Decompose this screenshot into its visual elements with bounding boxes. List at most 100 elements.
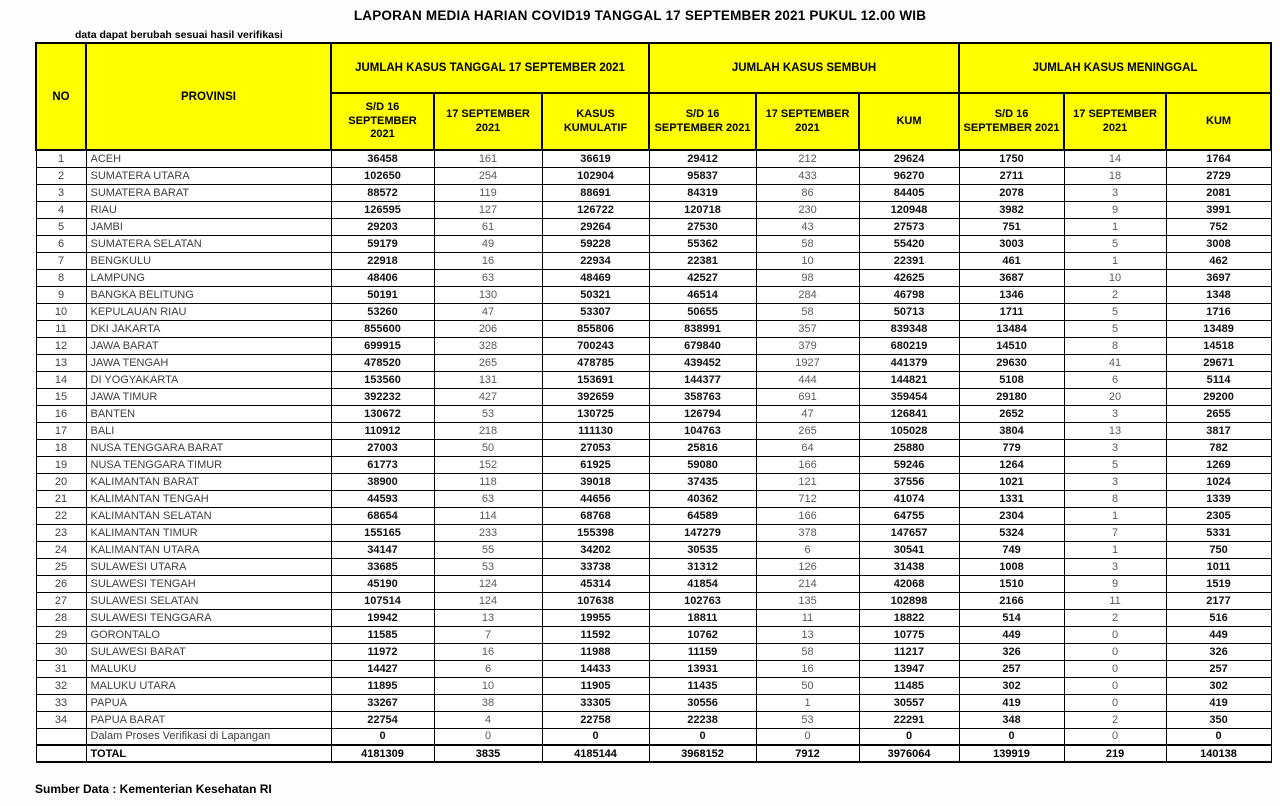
table-row: 14 DI YOGYAKARTA 153560 131 153691 144377 444 1…	[35, 370, 1272, 389]
cell-no: 19	[35, 455, 87, 474]
cell-meninggal-kum: 5114	[1165, 370, 1272, 389]
cell-kasus-sd16: 392232	[330, 387, 435, 406]
subheader-meninggal-sd16: S/D 16 SEPTEMBER 2021	[958, 92, 1066, 151]
cell-sembuh-17sep: 1927	[755, 353, 860, 372]
cell-kasus-17sep: 61	[433, 217, 543, 236]
cell-meninggal-17sep: 14	[1063, 149, 1167, 168]
cell-sembuh-sd16: 30556	[648, 693, 757, 712]
cell-sembuh-17sep: 47	[755, 404, 860, 423]
cell-kasus-sd16: 855600	[330, 319, 435, 338]
cell-kasus-kum: 855806	[541, 319, 650, 338]
cell-meninggal-17sep: 3	[1063, 404, 1167, 423]
cell-sembuh-17sep: 6	[755, 540, 860, 559]
cell-sembuh-17sep: 379	[755, 336, 860, 355]
covid-report-table: NO PROVINSI JUMLAH KASUS TANGGAL 17 SEPT…	[35, 42, 1273, 763]
table-row: 13 JAWA TENGAH 478520 265 478785 439452 1927 44…	[35, 353, 1272, 372]
cell-meninggal-17sep: 10	[1063, 268, 1167, 287]
header-group-meninggal: JUMLAH KASUS MENINGGAL	[958, 42, 1273, 94]
cell-meninggal-17sep: 8	[1063, 336, 1167, 355]
cell-provinsi: JAWA TENGAH	[85, 353, 332, 372]
cell-no: 3	[35, 183, 87, 202]
cell-kasus-17sep: 63	[433, 268, 543, 287]
cell-sembuh-sd16: 102763	[648, 591, 757, 610]
subheader-meninggal-kum: KUM	[1165, 92, 1273, 151]
cell-meninggal-17sep: 0	[1063, 676, 1167, 695]
cell-sembuh-17sep: 58	[755, 642, 860, 661]
cell-meninggal-17sep: 2	[1063, 608, 1167, 627]
cell-meninggal-sd16: 1021	[958, 472, 1065, 491]
subheader-sembuh-kum: KUM	[858, 92, 961, 151]
cell-sembuh-17sep: 86	[755, 183, 860, 202]
cell-meninggal-sd16: 348	[958, 710, 1065, 729]
cell-sembuh-sd16: 22381	[648, 251, 757, 270]
cell-provinsi: BALI	[85, 421, 332, 440]
cell-meninggal-kum: 2081	[1165, 183, 1272, 202]
cell-no: 18	[35, 438, 87, 457]
cell-sembuh-kum: 27573	[858, 217, 960, 236]
cell-sembuh-17sep: 712	[755, 489, 860, 508]
cell-kasus-kum: 48469	[541, 268, 650, 287]
cell-meninggal-kum: 516	[1165, 608, 1272, 627]
cell-meninggal-sd16: 3804	[958, 421, 1065, 440]
subheader-kasus-sd16: S/D 16 SEPTEMBER 2021	[330, 92, 435, 151]
table-row: 6 SUMATERA SELATAN 59179 49 59228 55362 58 5542…	[35, 234, 1272, 253]
cell-meninggal-17sep: 1	[1063, 251, 1167, 270]
cell-provinsi: SULAWESI UTARA	[85, 557, 332, 576]
cell-meninggal-kum: 750	[1165, 540, 1272, 559]
cell-kasus-17sep: 4	[433, 710, 543, 729]
cell-sembuh-sd16: 29412	[648, 149, 757, 168]
cell-meninggal-kum: 5331	[1165, 523, 1272, 542]
cell-kasus-17sep: 63	[433, 489, 543, 508]
cell-meninggal-17sep: 18	[1063, 166, 1167, 185]
cell-kasus-kum: 33738	[541, 557, 650, 576]
table-row: 3 SUMATERA BARAT 88572 119 88691 84319 86 84405…	[35, 183, 1272, 202]
cell-provinsi: MALUKU	[85, 659, 332, 678]
table-row: 23 KALIMANTAN TIMUR 155165 233 155398 147279 3…	[35, 523, 1272, 542]
cell-kasus-kum: 130725	[541, 404, 650, 423]
cell-sembuh-17sep: 357	[755, 319, 860, 338]
cell-meninggal-sd16: 751	[958, 217, 1065, 236]
cell-sembuh-17sep: 166	[755, 506, 860, 525]
table-row: Dalam Proses Verifikasi di Lapangan 0 0 0 0 0…	[35, 727, 1272, 746]
cell-sembuh-sd16: 838991	[648, 319, 757, 338]
table-row: 12 JAWA BARAT 699915 328 700243 679840 379 6802…	[35, 336, 1272, 355]
cell-kasus-17sep: 6	[433, 659, 543, 678]
cell-meninggal-kum: 14518	[1165, 336, 1272, 355]
cell-provinsi: DI YOGYAKARTA	[85, 370, 332, 389]
cell-kasus-kum: 44656	[541, 489, 650, 508]
cell-meninggal-sd16: 326	[958, 642, 1065, 661]
cell-meninggal-17sep: 5	[1063, 319, 1167, 338]
cell-kasus-sd16: 130672	[330, 404, 435, 423]
cell-kasus-sd16: 33267	[330, 693, 435, 712]
cell-sembuh-kum: 96270	[858, 166, 960, 185]
table-row: 19 NUSA TENGGARA TIMUR 61773 152 61925 59080 1…	[35, 455, 1272, 474]
cell-kasus-17sep: 13	[433, 608, 543, 627]
header-group-sembuh: JUMLAH KASUS SEMBUH	[648, 42, 961, 94]
cell-kasus-sd16: 0	[330, 727, 435, 746]
cell-meninggal-sd16: 1008	[958, 557, 1065, 576]
cell-kasus-kum: 153691	[541, 370, 650, 389]
cell-kasus-kum: 27053	[541, 438, 650, 457]
cell-kasus-kum: 700243	[541, 336, 650, 355]
cell-kasus-17sep: 7	[433, 625, 543, 644]
cell-sembuh-sd16: 144377	[648, 370, 757, 389]
cell-kasus-sd16: 50191	[330, 285, 435, 304]
cell-no: 21	[35, 489, 87, 508]
cell-sembuh-17sep: 0	[755, 727, 860, 746]
cell-kasus-kum: 478785	[541, 353, 650, 372]
cell-meninggal-kum: 462	[1165, 251, 1272, 270]
cell-meninggal-kum: 140138	[1165, 744, 1272, 763]
cell-sembuh-sd16: 40362	[648, 489, 757, 508]
cell-sembuh-kum: 30557	[858, 693, 960, 712]
cell-kasus-kum: 50321	[541, 285, 650, 304]
cell-kasus-17sep: 0	[433, 727, 543, 746]
cell-kasus-sd16: 11895	[330, 676, 435, 695]
cell-no: 29	[35, 625, 87, 644]
cell-kasus-sd16: 33685	[330, 557, 435, 576]
cell-no: 1	[35, 149, 87, 168]
table-row: 8 LAMPUNG 48406 63 48469 42527 98 42625 3687 10 36…	[35, 268, 1272, 287]
cell-sembuh-sd16: 439452	[648, 353, 757, 372]
subheader-kasus-17sep: 17 SEPTEMBER 2021	[433, 92, 543, 151]
cell-sembuh-kum: 46798	[858, 285, 960, 304]
cell-meninggal-sd16: 1711	[958, 302, 1065, 321]
